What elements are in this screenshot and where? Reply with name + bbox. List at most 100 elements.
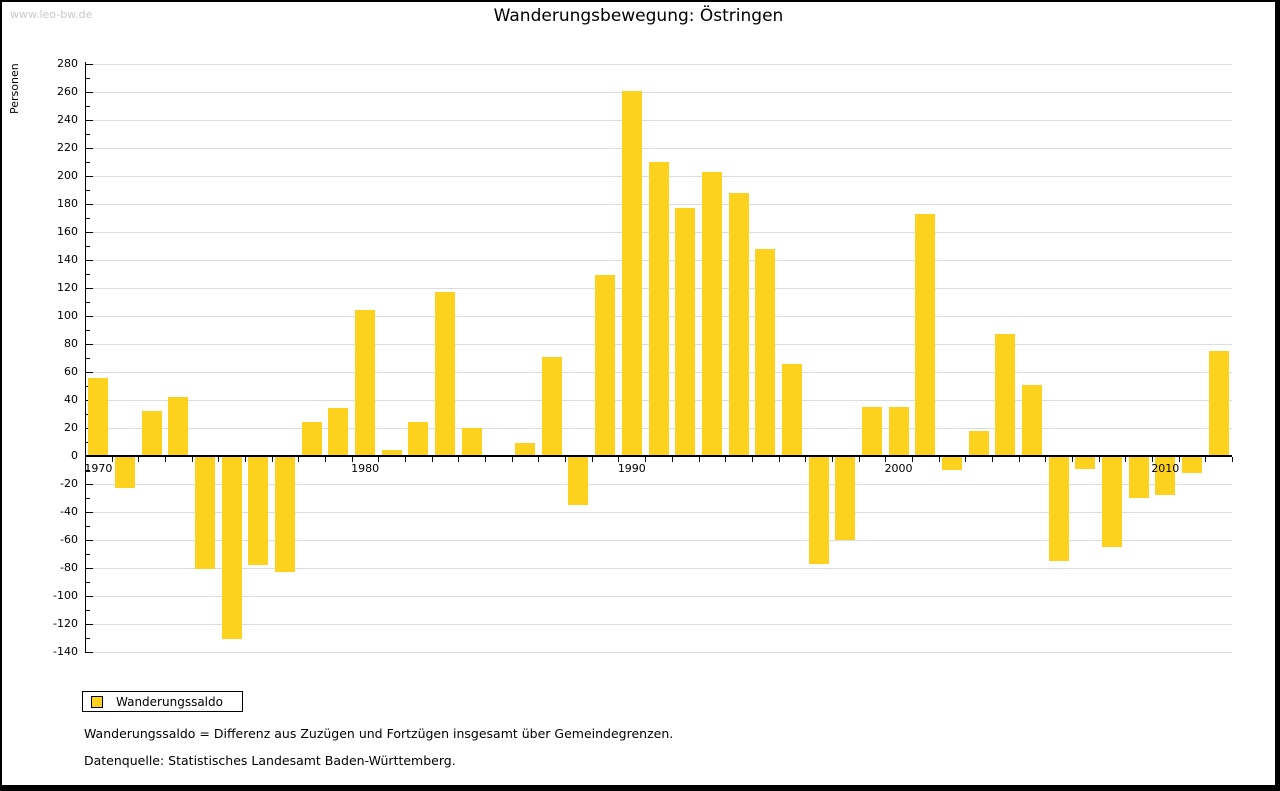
gridline bbox=[85, 64, 1232, 65]
y-tick-label: 240 bbox=[57, 113, 78, 126]
y-axis-tick bbox=[86, 288, 93, 289]
x-axis-tick bbox=[1151, 457, 1153, 462]
x-axis-tick bbox=[751, 457, 753, 462]
y-tick-label: 0 bbox=[71, 449, 78, 462]
bar-1981 bbox=[381, 450, 402, 456]
gridline bbox=[85, 92, 1232, 93]
y-axis-tick bbox=[86, 372, 93, 373]
y-axis-tick bbox=[86, 106, 90, 107]
legend-swatch-icon bbox=[91, 695, 103, 708]
x-axis-tick bbox=[1071, 457, 1073, 462]
y-axis-tick bbox=[86, 162, 90, 163]
bar-1990 bbox=[621, 90, 642, 456]
x-tick-label-2000: 2000 bbox=[884, 462, 913, 475]
y-axis-tick bbox=[86, 330, 90, 331]
y-axis-tick bbox=[86, 540, 93, 541]
y-axis-tick bbox=[86, 638, 90, 639]
bar-1992 bbox=[675, 208, 696, 456]
y-tick-label: 260 bbox=[57, 85, 78, 98]
x-axis-tick bbox=[431, 457, 433, 462]
bar-1974 bbox=[195, 456, 216, 570]
x-tick-label-1980: 1980 bbox=[351, 462, 380, 475]
y-tick-label: -80 bbox=[60, 561, 78, 574]
y-axis-tick bbox=[86, 302, 90, 303]
x-axis-tick bbox=[165, 457, 167, 462]
y-axis-tick bbox=[86, 414, 90, 415]
y-axis-tick bbox=[86, 148, 93, 149]
x-axis-tick bbox=[698, 457, 700, 462]
x-axis-tick bbox=[325, 457, 327, 462]
bar-1980 bbox=[355, 310, 376, 456]
chart-title: Wanderungsbewegung: Östringen bbox=[493, 6, 784, 26]
footnote-source: Datenquelle: Statistisches Landesamt Bad… bbox=[84, 753, 456, 768]
x-axis-tick bbox=[1178, 457, 1180, 462]
x-axis-tick bbox=[511, 457, 513, 462]
bar-1977 bbox=[275, 456, 296, 573]
y-axis-tick bbox=[86, 568, 93, 569]
bar-1975 bbox=[221, 456, 242, 640]
x-tick-label-1990: 1990 bbox=[617, 462, 646, 475]
y-axis-tick bbox=[86, 260, 93, 261]
x-axis-tick bbox=[405, 457, 407, 462]
x-axis-tick bbox=[1018, 457, 1020, 462]
y-axis-tick bbox=[86, 204, 93, 205]
y-axis-tick bbox=[86, 526, 90, 527]
x-axis-tick bbox=[831, 457, 833, 462]
y-tick-label: 180 bbox=[57, 197, 78, 210]
bar-2004 bbox=[995, 334, 1016, 456]
bar-2002 bbox=[941, 456, 962, 470]
bar-1998 bbox=[835, 456, 856, 540]
y-tick-label: 220 bbox=[57, 141, 78, 154]
x-axis-tick bbox=[858, 457, 860, 462]
y-axis-tick bbox=[86, 120, 93, 121]
x-axis-tick bbox=[538, 457, 540, 462]
y-axis-tick bbox=[86, 442, 90, 443]
bar-1970 bbox=[88, 377, 109, 456]
y-tick-label: 280 bbox=[57, 57, 78, 70]
bar-1989 bbox=[595, 275, 616, 456]
bar-2011 bbox=[1181, 456, 1202, 473]
x-axis-tick bbox=[111, 457, 113, 462]
y-axis-tick bbox=[86, 512, 93, 513]
bar-1978 bbox=[301, 422, 322, 456]
y-tick-label: -60 bbox=[60, 533, 78, 546]
x-axis-tick bbox=[1045, 457, 1047, 462]
y-axis-tick bbox=[86, 624, 93, 625]
bar-1979 bbox=[328, 408, 349, 456]
x-tick-label-2010: 2010 bbox=[1151, 462, 1180, 475]
x-axis-tick bbox=[218, 457, 220, 462]
x-axis-line bbox=[85, 455, 1232, 457]
gridline bbox=[85, 624, 1232, 625]
bar-1997 bbox=[808, 456, 829, 564]
x-axis-tick bbox=[965, 457, 967, 462]
bar-2012 bbox=[1208, 351, 1229, 456]
y-axis-tick bbox=[86, 190, 90, 191]
bar-2001 bbox=[915, 213, 936, 456]
bar-2010 bbox=[1155, 456, 1176, 496]
bar-2008 bbox=[1101, 456, 1122, 547]
y-axis-tick bbox=[86, 652, 93, 653]
x-axis-tick bbox=[991, 457, 993, 462]
y-axis-tick bbox=[86, 554, 90, 555]
bar-1994 bbox=[728, 192, 749, 456]
x-axis-tick bbox=[1205, 457, 1207, 462]
x-axis-tick bbox=[618, 457, 620, 462]
x-axis-tick bbox=[565, 457, 567, 462]
y-axis-tick bbox=[86, 78, 90, 79]
x-axis-tick bbox=[805, 457, 807, 462]
bar-1999 bbox=[861, 407, 882, 456]
x-axis-tick bbox=[245, 457, 247, 462]
bar-1971 bbox=[115, 456, 135, 489]
y-axis-tick bbox=[86, 232, 93, 233]
gridline bbox=[85, 540, 1232, 541]
x-axis-tick bbox=[725, 457, 727, 462]
bar-2005 bbox=[1021, 384, 1042, 456]
x-axis-tick bbox=[671, 457, 673, 462]
gridline bbox=[85, 652, 1232, 653]
y-axis-tick bbox=[86, 316, 93, 317]
y-tick-label: 120 bbox=[57, 281, 78, 294]
bar-2000 bbox=[888, 407, 909, 456]
y-tick-label: -120 bbox=[53, 617, 78, 630]
y-tick-label: 200 bbox=[57, 169, 78, 182]
bar-1988 bbox=[568, 456, 589, 505]
